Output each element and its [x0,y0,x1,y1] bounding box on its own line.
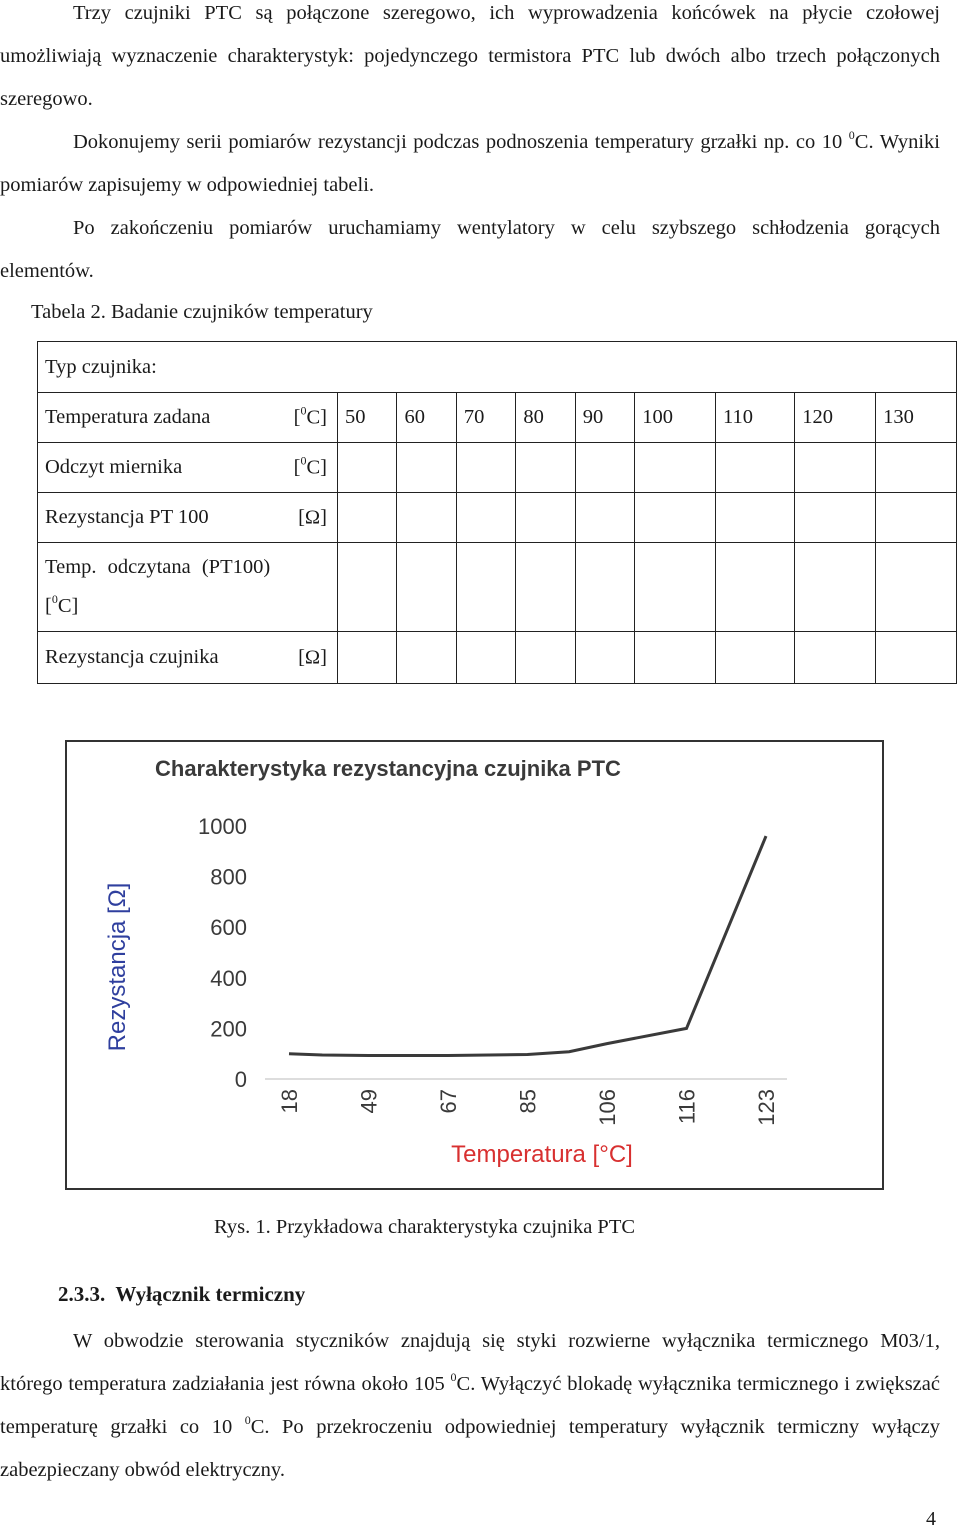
empty-cell [336,442,398,493]
meter-label-cell: Odczyt miernika [0C] [37,442,338,493]
empty-cell [875,492,957,543]
x-tick-label: 123 [754,1089,779,1126]
table-caption: Tabela 2. Badanie czujników temperatury [31,301,373,323]
meter-unit: [0C] [293,453,327,478]
empty-cell [794,442,877,493]
empty-cell [715,631,796,684]
x-tick-label: 85 [516,1089,541,1113]
empty-cell [336,492,398,543]
x-tick-label: 49 [357,1089,382,1113]
intro-paragraph-3: Po zakończeniu pomiarów uruchamiamy went… [0,217,940,282]
intro-paragraph-1: Trzy czujniki PTC są połączone szeregowo… [0,2,940,110]
temp-cell: 80 [515,392,576,443]
empty-cell [396,542,457,632]
empty-cell [715,542,796,632]
x-tick-label: 18 [277,1089,302,1113]
empty-cell [455,631,517,684]
temp-cell: 60 [396,392,457,443]
pt100-label-cell: Rezystancja PT 100 [Ω] [37,492,338,543]
empty-cell [634,631,717,684]
chart-svg: Charakterystyka rezystancyjna czujnika P… [104,756,787,1168]
empty-cell [396,492,457,543]
empty-cell [875,631,957,684]
y-tick-label: 0 [235,1067,247,1092]
y-axis-label: Rezystancja [Ω] [104,883,131,1052]
empty-cell [336,631,398,684]
empty-cell [515,631,576,684]
sensor-type-cell: Typ czujnika: [37,341,957,393]
chart-title: Charakterystyka rezystancyjna czujnika P… [155,756,621,781]
temp-cell: 110 [715,392,796,443]
sensor-unit: [Ω] [298,646,327,668]
y-tick-label: 400 [210,966,247,991]
empty-cell [455,542,517,632]
temp-cell: 120 [794,392,877,443]
intro-paragraph-2: Dokonujemy serii pomiarów rezystancji po… [0,128,940,196]
section-heading: 2.3.3. Wyłącznik termiczny [58,1282,306,1306]
temperature-label-cell: Temperatura zadana [0C] [37,392,338,443]
empty-cell [574,442,636,493]
read-temp-unit: [0C] [45,592,79,617]
x-axis-label: Temperatura [°C] [451,1141,633,1168]
x-tick-label: 106 [595,1089,620,1126]
read-temp-label-cell: Temp. odczytana (PT100) [0C] [37,542,338,632]
y-tick-label: 200 [210,1016,247,1041]
y-tick-label: 600 [210,915,247,940]
empty-cell [515,542,576,632]
x-tick-label: 67 [436,1089,461,1113]
temp-cell: 90 [574,392,636,443]
table-row-read-temp: Temp. odczytana (PT100) [0C] [37,542,957,632]
empty-cell [875,442,957,493]
empty-cell [396,442,457,493]
empty-cell [515,442,576,493]
temp-cell: 70 [455,392,517,443]
table-row-type: Typ czujnika: [37,341,957,393]
empty-cell [875,542,957,632]
empty-cell [574,492,636,543]
empty-cell [396,631,457,684]
x-tick-label: 116 [675,1089,700,1124]
empty-cell [634,442,717,493]
empty-cell [715,442,796,493]
temperature-unit: [0C] [293,403,327,428]
pt100-unit: [Ω] [298,506,327,528]
empty-cell [794,631,877,684]
temp-cell: 130 [875,392,957,443]
empty-cell [336,542,398,632]
temp-cell: 100 [634,392,717,443]
table-row-sensor: Rezystancja czujnika [Ω] [37,631,957,684]
section-paragraph: W obwodzie sterowania styczników znajduj… [0,1330,940,1481]
empty-cell [634,542,717,632]
series-line [288,835,768,1057]
empty-cell [574,542,636,632]
figure-caption: Rys. 1. Przykładowa charakterystyka czuj… [214,1216,636,1238]
empty-cell [455,492,517,543]
page-number: 4 [926,1508,936,1530]
empty-cell [794,492,877,543]
temp-cell: 50 [336,392,398,443]
empty-cell [794,542,877,632]
table-row-temperature: Temperatura zadana [0C] 50 60 70 80 90 1… [37,392,957,443]
empty-cell [515,492,576,543]
y-tick-label: 800 [210,865,247,890]
measurement-table: Typ czujnika: Temperatura zadana [0C] 50… [37,341,957,684]
empty-cell [455,442,517,493]
empty-cell [715,492,796,543]
table-row-meter: Odczyt miernika [0C] [37,442,957,493]
sensor-label-cell: Rezystancja czujnika [Ω] [37,631,338,684]
empty-cell [574,631,636,684]
table-row-pt100: Rezystancja PT 100 [Ω] [37,492,957,543]
empty-cell [634,492,717,543]
y-tick-label: 1000 [198,814,247,839]
ptc-chart: Charakterystyka rezystancyjna czujnika P… [65,740,884,1190]
